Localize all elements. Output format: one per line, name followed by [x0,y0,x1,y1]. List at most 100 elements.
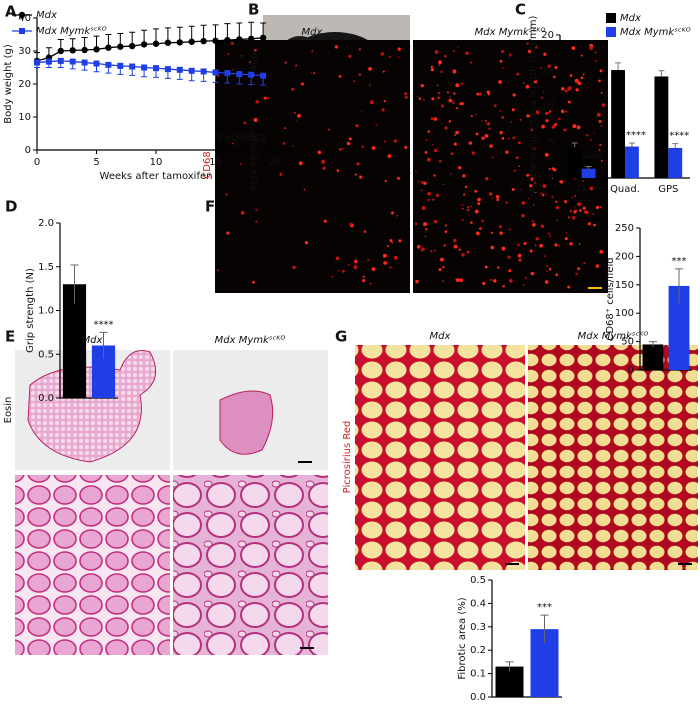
cell-dot [534,45,538,49]
cell-dot [519,118,522,121]
error-bar [571,142,578,148]
cell-dot [458,166,462,170]
cell-dot [381,108,385,112]
error-bar [540,614,549,644]
cell-dot [567,100,571,104]
cell-dot [430,65,434,69]
cell-dot [601,103,606,107]
cell-dot [555,273,559,277]
cell-dot [295,64,298,67]
cell-dot [520,189,523,191]
y-tick-label: 10 [18,112,31,123]
cell-dot [252,280,255,284]
y-tick-label: 100 [615,308,634,319]
cell-dot [423,99,425,102]
y-tick-label: 0.5 [38,349,54,360]
error-bar [615,62,622,71]
cell-dot [433,174,436,177]
cell-dot [455,130,459,135]
bar [625,146,639,178]
cell-dot [337,270,340,272]
cell-dot [470,221,473,224]
cell-dot [369,84,371,86]
marker [129,42,136,50]
cell-dot [541,124,546,129]
cell-dot [458,248,461,251]
cell-dot [533,79,538,84]
cell-dot [508,278,513,283]
y-tick-label: 2.0 [38,218,54,229]
cell-dot [470,61,473,64]
cell-dot [397,47,401,51]
cell-dot [389,266,392,269]
cell-dot [460,102,464,106]
cell-dot [388,55,391,58]
cell-dot [485,176,489,181]
cell-dot [549,235,551,237]
y-tick-label: 15 [541,66,554,77]
cell-dot [492,156,494,158]
cell-dot [569,209,572,213]
cell-dot [327,128,330,131]
cell-dot [380,52,385,56]
cell-dot [549,110,552,113]
cell-dot [488,127,491,130]
cell-dot [239,163,241,165]
cell-dot [438,268,442,272]
cell-dot [507,137,510,140]
cell-dot [282,142,286,145]
cell-dot [291,87,295,91]
marker [152,40,160,47]
y-tick-label: 1.5 [38,262,54,273]
bar [668,285,690,370]
cell-dot [476,92,480,96]
cell-dot [437,96,440,99]
cell-dot [600,124,603,127]
cell-dot [423,181,427,185]
cell-dot [598,149,601,152]
cell-dot [551,125,556,129]
y-tick-label: 0 [548,173,554,184]
cell-dot [573,210,577,214]
error-bar [70,264,79,304]
cell-dot [453,92,456,95]
cell-dot [322,166,326,170]
cell-dot [507,255,511,259]
cell-dot [578,243,581,245]
cell-dot [426,157,431,162]
cell-dot [582,73,585,76]
cell-dot [579,209,582,212]
cell-dot [355,124,359,128]
cell-dot [499,59,503,63]
cell-dot [383,140,386,143]
cell-dot [442,265,445,269]
annotation: P<0.0001 [218,133,267,144]
x-tick-label: 10 [150,157,163,168]
cell-dot [430,250,433,253]
cell-dot [422,222,427,227]
legend-swatch [606,27,616,37]
cell-dot [255,208,258,211]
cell-dot [390,211,394,215]
cell-dot [529,249,533,253]
cell-dot [574,195,577,197]
cell-dot [432,144,434,146]
cell-dot [599,205,602,209]
cell-dot [356,162,360,166]
cell-dot [474,189,478,193]
cell-dot [383,99,386,103]
cell-dot [486,122,491,126]
cell-dot [230,41,234,45]
cell-dot [404,95,408,99]
cell-dot [553,75,556,79]
bar [91,345,116,398]
cell-dot [499,110,502,112]
cell-dot [348,263,350,266]
y-tick-label: 0.0 [470,692,486,703]
cell-dot [530,127,534,131]
cell-dot [437,147,439,149]
cell-dot [438,64,440,66]
cell-dot [595,60,598,62]
cell-dot [434,50,439,54]
cell-dot [468,141,473,145]
